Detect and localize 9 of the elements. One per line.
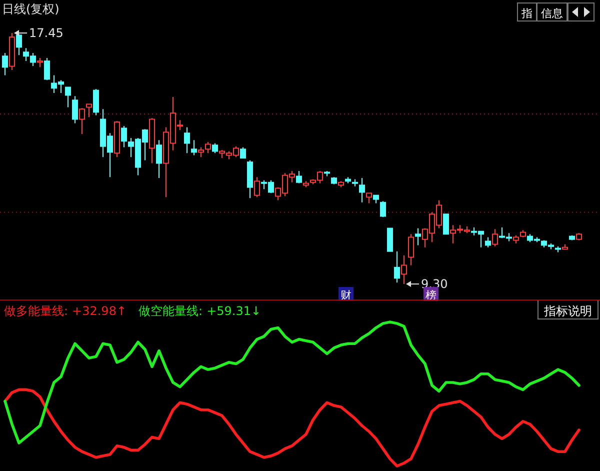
text: +32.98↑ [72, 304, 127, 318]
text: 信息 [541, 7, 563, 20]
text: 指标说明 [543, 304, 592, 318]
annotation: 17.45 [29, 26, 64, 40]
text: +59.31↓ [206, 304, 262, 318]
text: 做空能量线: [138, 304, 203, 318]
text: 指 [520, 7, 532, 20]
text: 做多能量线: [4, 304, 68, 318]
chart-title: 日线(复权) [2, 2, 60, 16]
